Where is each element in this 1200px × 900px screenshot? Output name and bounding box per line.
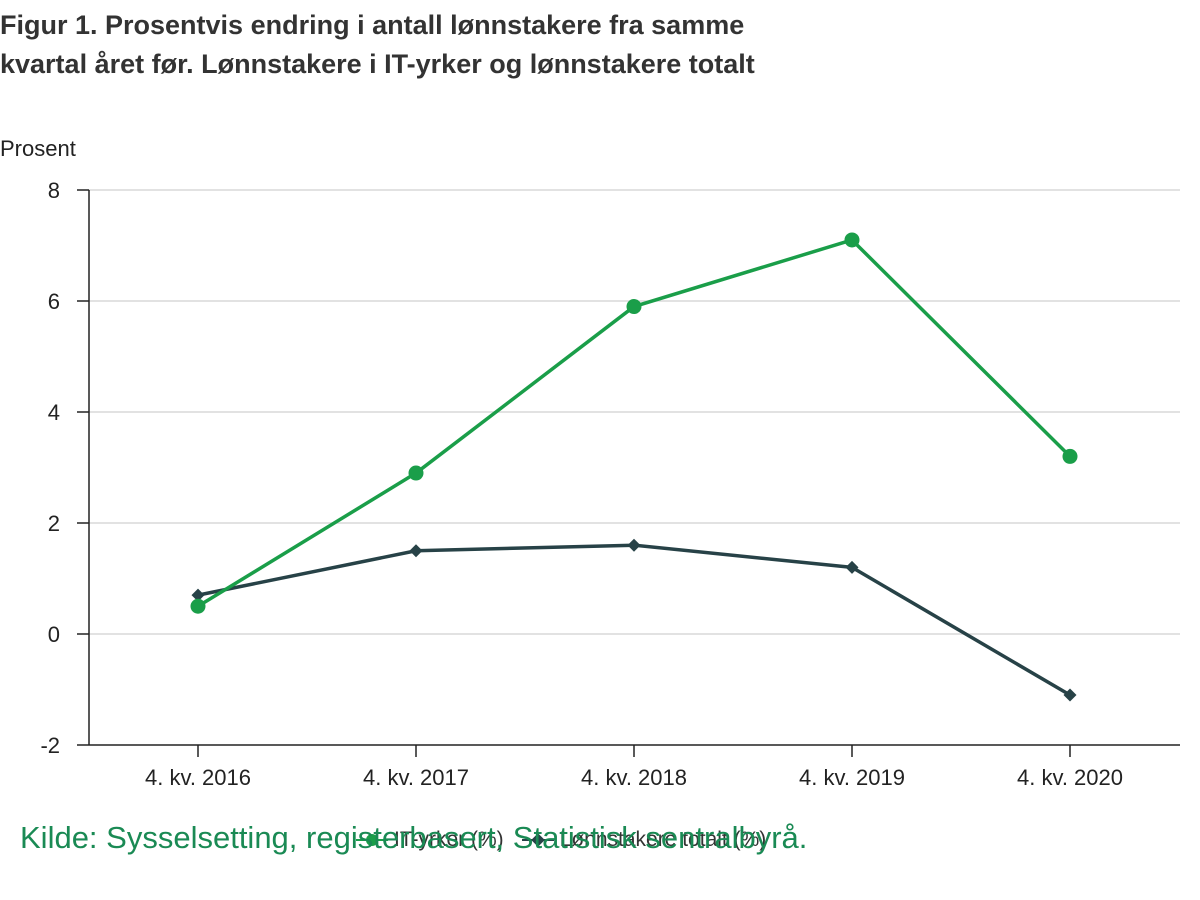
x-tick-label: 4. kv. 2019 <box>799 765 905 790</box>
legend-item-it[interactable]: IT-yrker (%) <box>356 828 504 852</box>
data-point-it <box>408 465 424 481</box>
axes: -2 0 2 4 6 8 4. kv. 2016 4. kv. 2017 4. kv. 2018… <box>40 178 1180 790</box>
series <box>190 232 1078 702</box>
y-tick-label: 8 <box>48 178 60 203</box>
y-tick-label: 4 <box>48 400 60 425</box>
x-tick-label: 4. kv. 2018 <box>581 765 687 790</box>
legend-swatch-total <box>521 833 554 847</box>
data-point-total <box>845 560 859 574</box>
y-tick-label: 0 <box>48 622 60 647</box>
y-tick-label: -2 <box>40 733 60 758</box>
data-point-total <box>409 544 423 558</box>
legend-label-it: IT-yrker (%) <box>394 828 504 851</box>
data-point-it <box>190 598 206 614</box>
data-point-it <box>1062 448 1078 464</box>
legend-swatch-it <box>356 833 388 847</box>
y-tick-label: 2 <box>48 511 60 536</box>
series-line-total <box>197 543 1071 697</box>
data-point-total <box>1063 688 1077 702</box>
chart-title: Figur 1. Prosentvis endring i antall løn… <box>0 10 755 79</box>
data-point-it <box>844 232 860 248</box>
data-point-it <box>626 299 642 315</box>
legend: IT-yrker (%) Lønnstakere totalt (%) <box>356 828 766 852</box>
x-tick-label: 4. kv. 2016 <box>145 765 251 790</box>
data-point-total <box>627 538 641 552</box>
source-note: Kilde: Sysselsetting, registerbasert, St… <box>20 820 808 855</box>
y-tick-label: 6 <box>48 289 60 314</box>
legend-label-total: Lønnstakere totalt (%) <box>559 828 767 851</box>
x-tick-label: 4. kv. 2017 <box>363 765 469 790</box>
legend-item-total[interactable]: Lønnstakere totalt (%) <box>521 828 767 852</box>
x-tick-label: 4. kv. 2020 <box>1017 765 1123 790</box>
gridlines <box>89 189 1180 635</box>
data-point-total <box>191 588 205 602</box>
y-axis-label: Prosent <box>0 136 76 161</box>
